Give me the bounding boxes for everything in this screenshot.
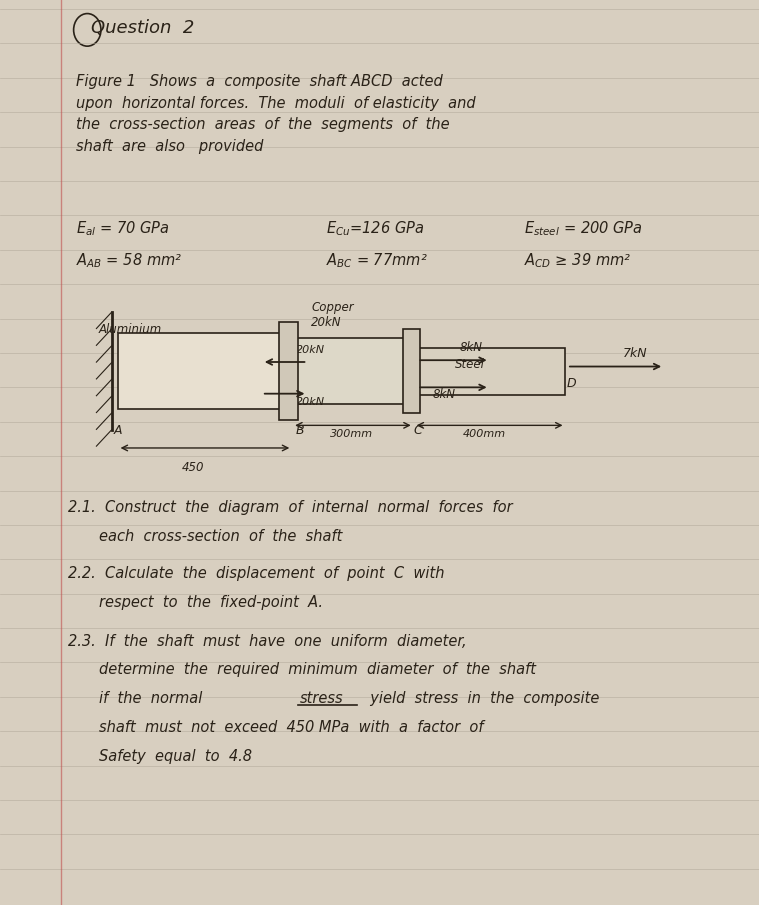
Text: $A_{AB}$ = 58 mm²: $A_{AB}$ = 58 mm² bbox=[76, 252, 182, 271]
Text: D: D bbox=[567, 377, 577, 390]
Text: $A_{CD}$ ≥ 39 mm²: $A_{CD}$ ≥ 39 mm² bbox=[524, 252, 631, 271]
Text: Steel: Steel bbox=[455, 358, 485, 371]
Text: 7kN: 7kN bbox=[622, 348, 647, 360]
Text: $E_{Cu}$=126 GPa: $E_{Cu}$=126 GPa bbox=[326, 219, 425, 238]
FancyBboxPatch shape bbox=[292, 338, 414, 404]
Text: shaft  must  not  exceed  450 MPa  with  a  factor  of: shaft must not exceed 450 MPa with a fac… bbox=[99, 720, 483, 736]
Text: 300mm: 300mm bbox=[330, 429, 373, 439]
Text: 20kN: 20kN bbox=[311, 316, 342, 329]
Text: 2.2.  Calculate  the  displacement  of  point  C  with: 2.2. Calculate the displacement of point… bbox=[68, 566, 445, 581]
Text: 20kN: 20kN bbox=[296, 345, 325, 355]
Text: $E_{al}$ = 70 GPa: $E_{al}$ = 70 GPa bbox=[76, 219, 170, 238]
Text: 8kN: 8kN bbox=[459, 341, 482, 354]
Text: $A_{BC}$ = 77mm²: $A_{BC}$ = 77mm² bbox=[326, 252, 428, 271]
Text: respect  to  the  fixed-point  A.: respect to the fixed-point A. bbox=[99, 595, 323, 611]
Text: Copper: Copper bbox=[311, 301, 354, 314]
Text: 20kN: 20kN bbox=[296, 396, 325, 406]
Text: each  cross-section  of  the  shaft: each cross-section of the shaft bbox=[99, 529, 342, 545]
Text: 8kN: 8kN bbox=[433, 388, 455, 401]
Text: Question  2: Question 2 bbox=[91, 19, 194, 36]
Text: C: C bbox=[414, 424, 423, 437]
Text: yield  stress  in  the  composite: yield stress in the composite bbox=[361, 691, 599, 707]
FancyBboxPatch shape bbox=[118, 333, 292, 409]
FancyBboxPatch shape bbox=[414, 348, 565, 395]
Text: 450: 450 bbox=[182, 461, 205, 473]
Text: Safety  equal  to  4.8: Safety equal to 4.8 bbox=[99, 749, 252, 765]
Text: 2.3.  If  the  shaft  must  have  one  uniform  diameter,: 2.3. If the shaft must have one uniform … bbox=[68, 634, 467, 649]
Text: Figure 1   Shows  a  composite  shaft ABCD  acted
upon  horizontal forces.  The : Figure 1 Shows a composite shaft ABCD ac… bbox=[76, 74, 476, 154]
Text: stress: stress bbox=[300, 691, 343, 707]
Text: 400mm: 400mm bbox=[463, 429, 506, 439]
Text: B: B bbox=[296, 424, 304, 437]
FancyBboxPatch shape bbox=[279, 322, 298, 420]
Text: A: A bbox=[114, 424, 122, 437]
Text: Aluminium: Aluminium bbox=[99, 323, 162, 336]
FancyBboxPatch shape bbox=[403, 329, 420, 413]
Text: 2.1.  Construct  the  diagram  of  internal  normal  forces  for: 2.1. Construct the diagram of internal n… bbox=[68, 500, 513, 515]
Text: $E_{steel}$ = 200 GPa: $E_{steel}$ = 200 GPa bbox=[524, 219, 642, 238]
Text: determine  the  required  minimum  diameter  of  the  shaft: determine the required minimum diameter … bbox=[99, 662, 536, 678]
Text: if  the  normal: if the normal bbox=[99, 691, 211, 707]
